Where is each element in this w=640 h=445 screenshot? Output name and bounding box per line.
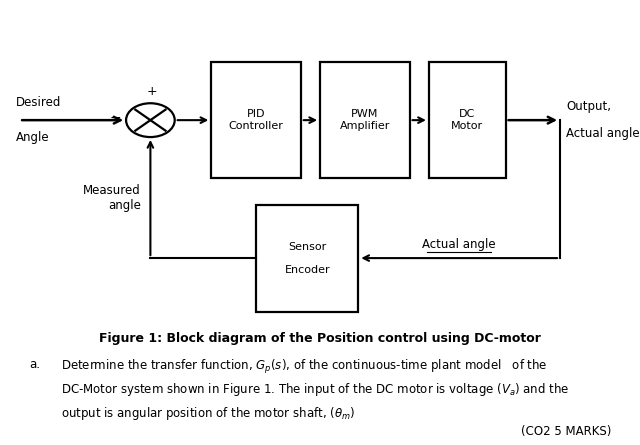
Text: Determine the transfer function, $G_p(s)$, of the continuous-time plant model   : Determine the transfer function, $G_p(s)… bbox=[61, 358, 547, 376]
Bar bbox=[211, 62, 301, 178]
Text: −: − bbox=[109, 111, 121, 125]
Bar bbox=[256, 205, 358, 312]
Text: a.: a. bbox=[29, 358, 40, 371]
Text: Measured
angle: Measured angle bbox=[83, 184, 141, 211]
Text: (CO2 5 MARKS): (CO2 5 MARKS) bbox=[521, 425, 611, 437]
Text: PWM
Amplifier: PWM Amplifier bbox=[340, 109, 390, 131]
Text: Actual angle: Actual angle bbox=[566, 127, 640, 140]
Text: Angle: Angle bbox=[16, 131, 50, 144]
Text: Sensor

Encoder: Sensor Encoder bbox=[284, 242, 330, 275]
Text: Actual angle: Actual angle bbox=[422, 239, 496, 251]
Text: Desired: Desired bbox=[16, 96, 61, 109]
Circle shape bbox=[126, 103, 175, 137]
Bar bbox=[429, 62, 506, 178]
Text: Figure 1: Block diagram of the Position control using DC-motor: Figure 1: Block diagram of the Position … bbox=[99, 332, 541, 344]
Text: PID
Controller: PID Controller bbox=[228, 109, 284, 131]
Text: +: + bbox=[147, 85, 157, 98]
Text: DC-Motor system shown in Figure 1. The input of the DC motor is voltage ($V_a$) : DC-Motor system shown in Figure 1. The i… bbox=[61, 381, 569, 398]
Text: output is angular position of the motor shaft, ($\theta_m$): output is angular position of the motor … bbox=[61, 405, 355, 421]
Bar bbox=[320, 62, 410, 178]
Text: DC
Motor: DC Motor bbox=[451, 109, 483, 131]
Text: Output,: Output, bbox=[566, 100, 611, 113]
